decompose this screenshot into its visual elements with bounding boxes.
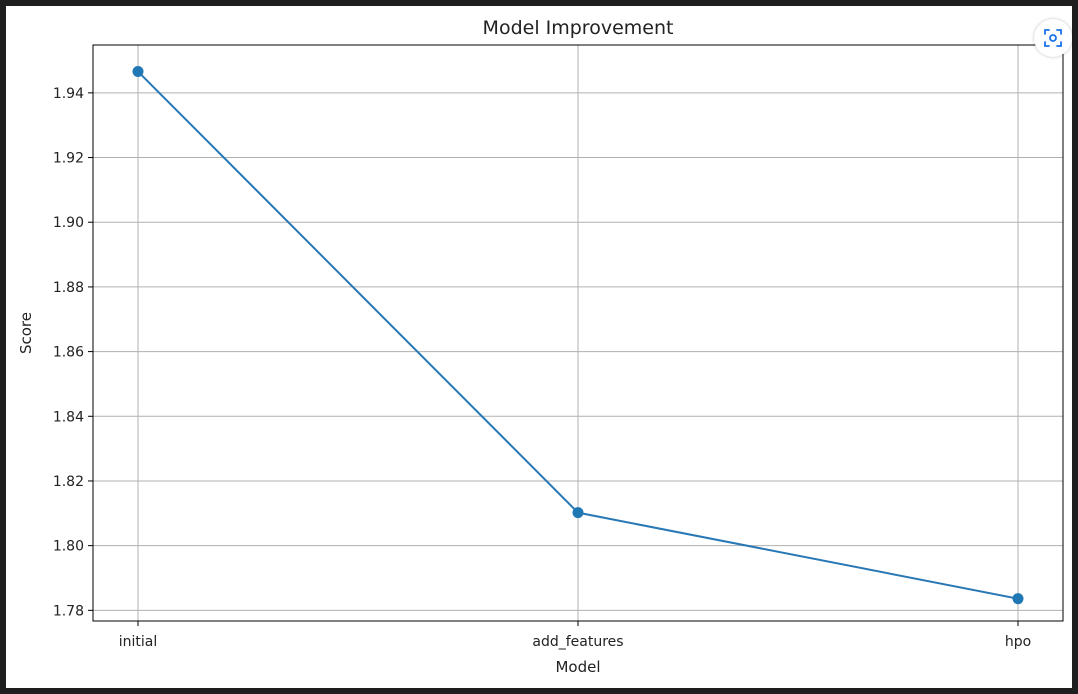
y-axis-ticks: 1.78 1.80 1.82 1.84 1.86 1.88 1.90 1.92 1.94: [53, 86, 93, 619]
image-search-icon: [1044, 29, 1062, 47]
y-axis-title: Score: [17, 312, 35, 354]
x-tick-label: hpo: [1005, 634, 1031, 650]
data-point: [1012, 593, 1024, 605]
y-tick-label: 1.88: [53, 280, 84, 296]
y-tick-label: 1.90: [53, 215, 84, 231]
x-axis-ticks: initial add_features hpo: [119, 621, 1031, 650]
grid-lines: [93, 45, 1063, 621]
figure-frame: 1.78 1.80 1.82 1.84 1.86 1.88 1.90 1.92 1.94 ini…: [6, 6, 1072, 688]
series-score: [132, 66, 1024, 605]
image-search-button[interactable]: [1034, 19, 1072, 57]
y-tick-label: 1.84: [53, 409, 84, 425]
y-tick-label: 1.94: [53, 86, 84, 102]
x-axis-title: Model: [555, 658, 600, 676]
y-tick-label: 1.80: [53, 539, 84, 555]
y-tick-label: 1.82: [53, 474, 84, 490]
y-tick-label: 1.92: [53, 151, 84, 167]
y-tick-label: 1.78: [53, 603, 84, 619]
y-tick-label: 1.86: [53, 345, 84, 361]
x-tick-label: initial: [119, 634, 158, 650]
data-point: [132, 66, 144, 78]
data-point: [572, 507, 584, 519]
line-chart: 1.78 1.80 1.82 1.84 1.86 1.88 1.90 1.92 1.94 ini…: [17, 17, 1064, 676]
x-tick-label: add_features: [532, 634, 623, 650]
chart-title: Model Improvement: [483, 17, 674, 39]
